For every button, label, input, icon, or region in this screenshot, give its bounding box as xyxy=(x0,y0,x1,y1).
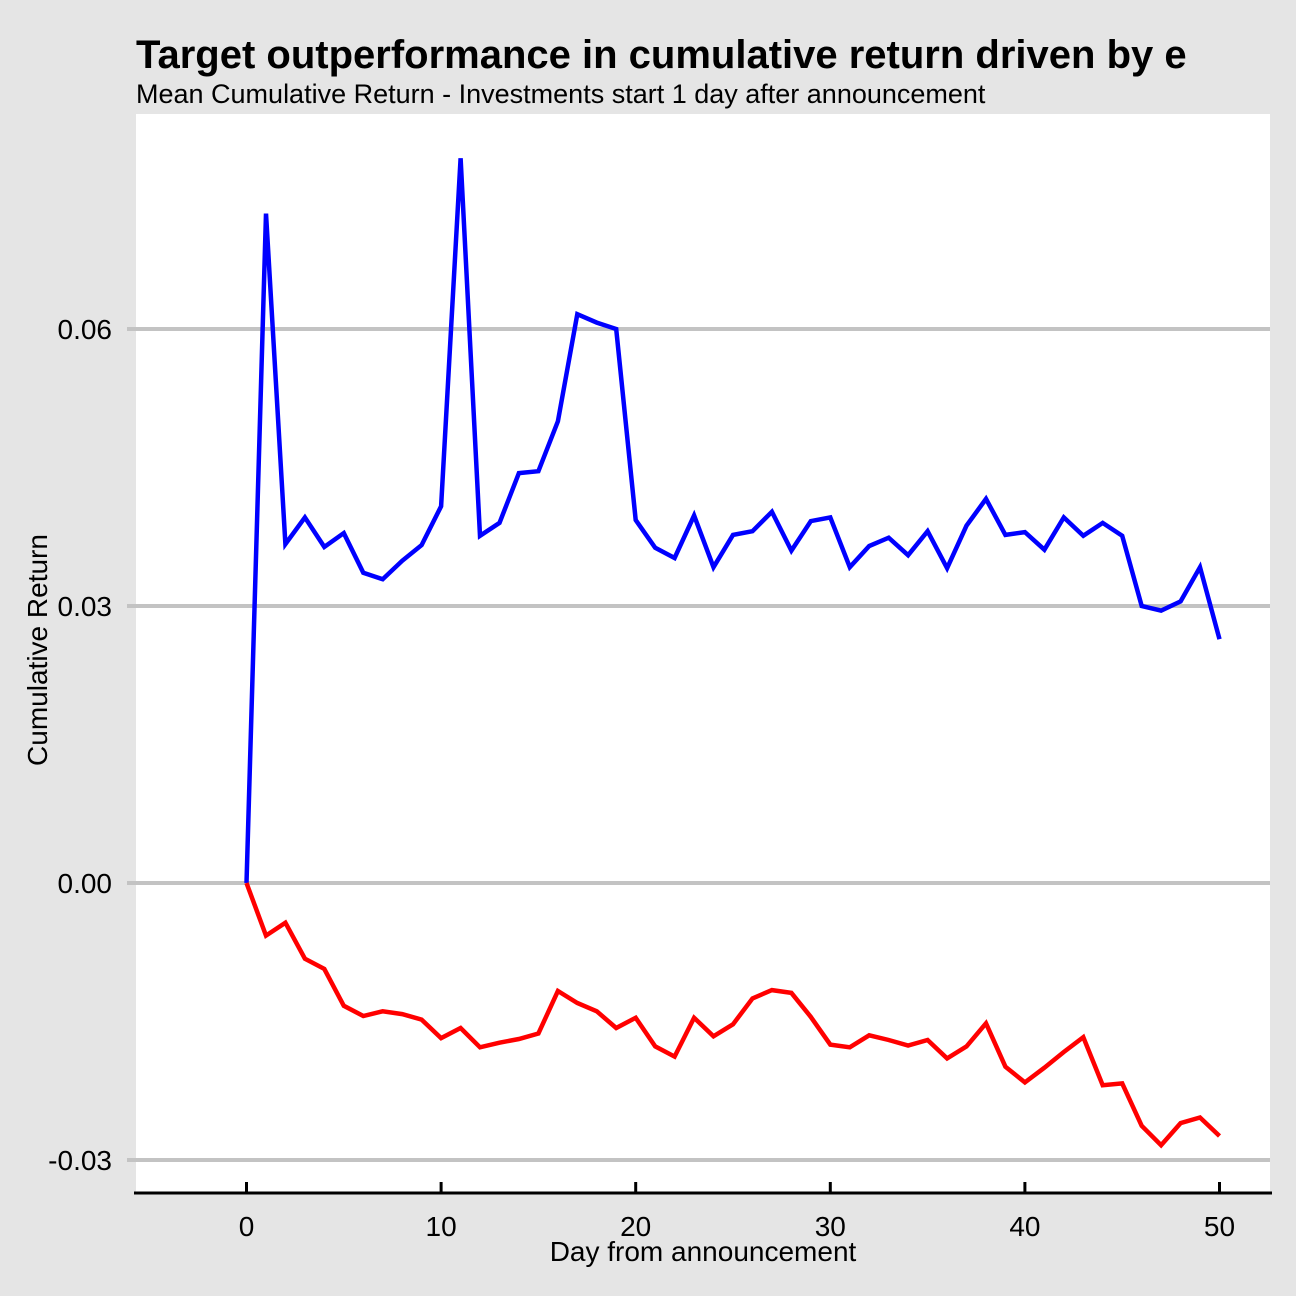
x-tick-label: 10 xyxy=(426,1211,457,1242)
x-axis-title: Day from announcement xyxy=(549,1236,857,1267)
plot-panel xyxy=(136,114,1270,1193)
series-line-red xyxy=(244,882,1222,1149)
y-tick-label: 0.06 xyxy=(58,314,113,345)
x-tick-label: 30 xyxy=(815,1211,846,1242)
x-tick-label: 20 xyxy=(620,1211,651,1242)
chart-subtitle: Mean Cumulative Return - Investments sta… xyxy=(136,79,986,109)
x-tick-label: 50 xyxy=(1204,1211,1235,1242)
series-line-blue xyxy=(244,158,1222,884)
chart-title: Target outperformance in cumulative retu… xyxy=(136,33,1187,77)
y-tick-label: 0.00 xyxy=(58,868,113,899)
x-tick-label: 0 xyxy=(239,1211,255,1242)
y-tick-label: -0.03 xyxy=(48,1145,112,1176)
x-tick-label: 40 xyxy=(1009,1211,1040,1242)
y-tick-label: 0.03 xyxy=(58,591,113,622)
